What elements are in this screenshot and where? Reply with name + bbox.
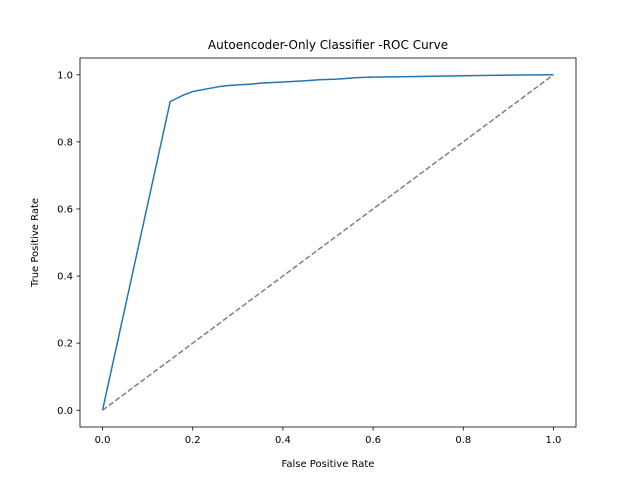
y-axis: 0.0 0.2 0.4 0.6 0.8 1.0 <box>57 70 80 417</box>
y-tick-label: 1.0 <box>57 70 73 81</box>
y-tick-label: 0.8 <box>57 137 73 148</box>
x-axis: 0.0 0.2 0.4 0.6 0.8 1.0 <box>95 427 562 446</box>
y-tick-label: 0.0 <box>57 406 73 417</box>
x-tick-label: 1.0 <box>546 435 562 446</box>
x-tick-label: 0.8 <box>455 435 471 446</box>
x-axis-label: False Positive Rate <box>282 459 375 470</box>
y-tick-label: 0.4 <box>57 272 73 283</box>
chance-diagonal-line <box>102 74 554 411</box>
roc-curve-line <box>101 74 554 411</box>
series-layer <box>101 74 554 411</box>
chart-title: Autoencoder-Only Classifier -ROC Curve <box>208 38 448 52</box>
y-tick-label: 0.6 <box>57 205 73 216</box>
x-tick-label: 0.4 <box>275 435 291 446</box>
y-axis-label: True Positive Rate <box>30 198 41 288</box>
x-tick-label: 0.2 <box>185 435 201 446</box>
y-tick-label: 0.2 <box>57 339 73 350</box>
plot-frame <box>79 57 577 428</box>
x-tick-label: 0.6 <box>365 435 381 446</box>
x-tick-label: 0.0 <box>95 435 111 446</box>
